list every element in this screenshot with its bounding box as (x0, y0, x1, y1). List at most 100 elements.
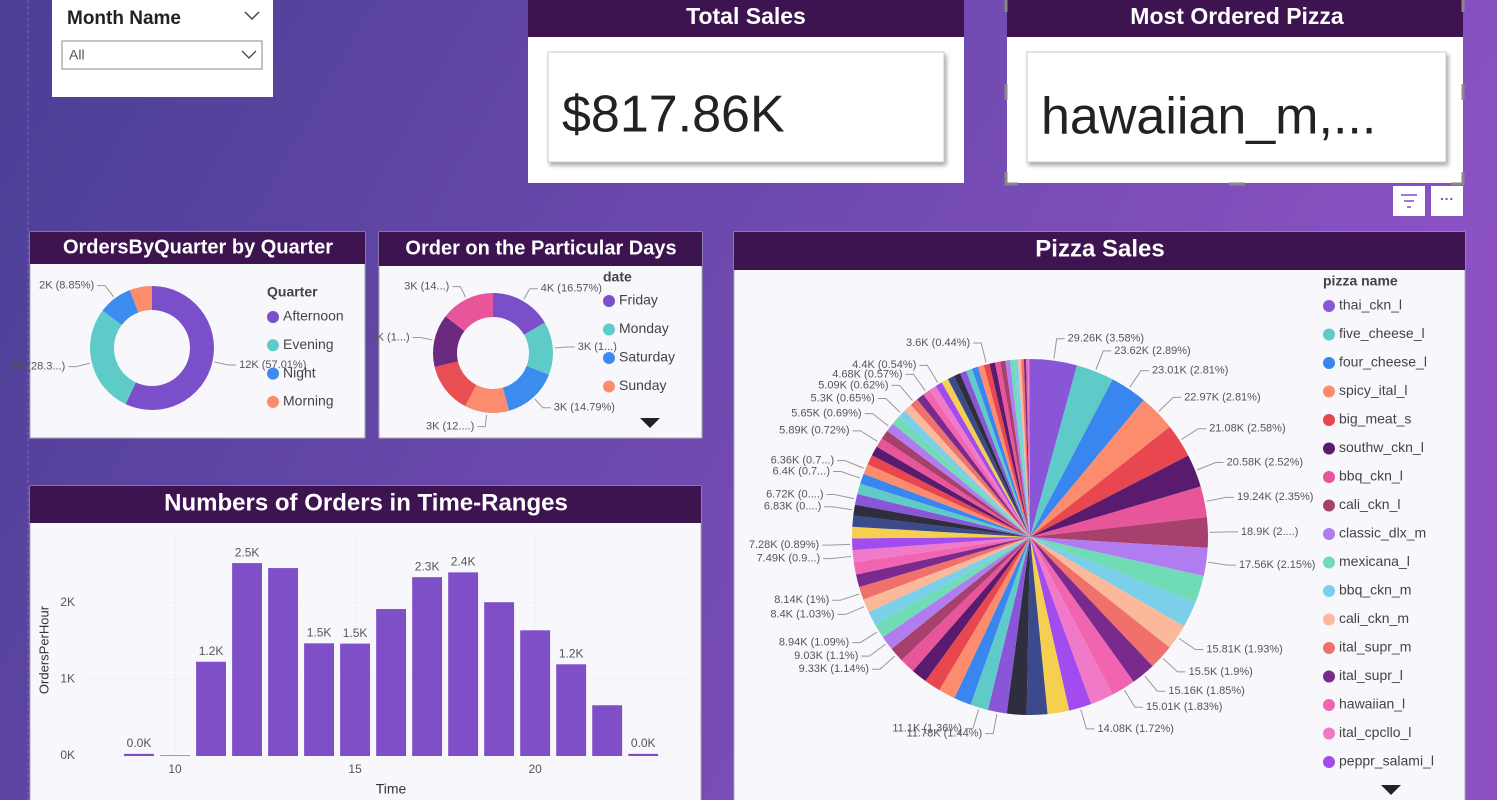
legend-swatch (267, 311, 279, 323)
data-label: 14.08K (1.72%) (1097, 723, 1173, 735)
slice (954, 537, 1030, 705)
legend-swatch (1323, 385, 1335, 398)
card-value: hawaiian_m,... (1041, 88, 1376, 146)
legend-label: Monday (619, 320, 669, 336)
slice (875, 537, 1030, 638)
data-label: 22.97K (2.81%) (1184, 391, 1260, 403)
slice (1030, 537, 1170, 667)
slice (983, 363, 1030, 537)
leader-line (477, 414, 488, 428)
slice (966, 368, 1030, 537)
legend-swatch (1323, 585, 1335, 597)
leader-line (822, 543, 851, 546)
legend-swatch (603, 323, 615, 336)
slice (1027, 359, 1030, 537)
data-label: 2.5K (235, 545, 260, 559)
slice (434, 361, 477, 407)
legend-title: Quarter (267, 284, 318, 300)
legend-title: date (603, 269, 632, 285)
slice (970, 537, 1030, 710)
slice (1030, 537, 1092, 711)
slice (876, 438, 1030, 537)
data-label: 12K (57.01%) (239, 359, 306, 371)
bar (628, 753, 659, 756)
data-label: 4.4K (0.54%) (852, 359, 916, 371)
legend-scroll[interactable] (640, 418, 660, 428)
slice (1030, 379, 1144, 537)
slice (854, 493, 1030, 537)
legend-label: four_cheese_l (1339, 354, 1427, 370)
data-label: 5.09K (0.62%) (818, 379, 888, 391)
leader-line (1158, 396, 1182, 412)
legend-label: Friday (619, 292, 658, 308)
data-label: 9.03K (1.1%) (794, 650, 858, 662)
data-label: 9.33K (1.14%) (799, 663, 869, 675)
legend-swatch (1323, 727, 1335, 740)
slice (860, 473, 1030, 537)
leader-line (1124, 689, 1143, 708)
slice (912, 537, 1030, 682)
leader-line (919, 364, 939, 383)
slice (853, 504, 1030, 537)
data-label: 8.4K (1.03%) (770, 608, 834, 620)
leader-line (871, 655, 896, 670)
bar (448, 572, 479, 756)
slice (904, 404, 1030, 537)
slice (863, 464, 1030, 537)
bar (232, 563, 262, 756)
slice (856, 537, 1030, 588)
leader-line (1095, 350, 1112, 370)
leader-line (97, 285, 114, 298)
data-label: 7.28K (0.89%) (749, 539, 819, 551)
slice (891, 537, 1030, 661)
leader-line (1080, 709, 1095, 730)
slice (989, 362, 1030, 537)
more-button[interactable] (1431, 186, 1463, 216)
data-label: 18.9K (2....) (1241, 526, 1298, 538)
chart-title: OrdersByQuarter by Quarter (63, 236, 333, 258)
leader-line (1129, 370, 1149, 388)
leader-line (833, 471, 861, 479)
leader-line (1144, 675, 1166, 692)
leader-line (1209, 531, 1238, 533)
legend-label: five_cheese_l (1339, 325, 1425, 341)
panel-header (30, 232, 365, 264)
slice (935, 382, 1030, 537)
leader-line (1206, 496, 1235, 502)
card-header (1007, 0, 1463, 37)
leader-line (1208, 561, 1237, 566)
legend-swatch (1323, 300, 1335, 312)
data-label: 3K (14...) (404, 280, 449, 292)
legend-label: big_meat_s (1339, 411, 1411, 427)
slice (898, 410, 1030, 537)
data-label: 7.49K (0.9...) (757, 553, 821, 565)
slice (925, 537, 1030, 691)
slicer-chevron[interactable] (244, 11, 260, 21)
legend-label: classic_dlx_m (1339, 525, 1426, 541)
leader-line (1196, 462, 1224, 471)
leader-line (523, 288, 538, 300)
legend-label: Evening (283, 336, 334, 352)
legend-scroll[interactable] (1381, 785, 1401, 795)
leader-line (877, 397, 901, 413)
leader-line (823, 555, 852, 560)
slice (887, 423, 1030, 537)
legend-swatch (1323, 670, 1335, 683)
data-label: 5.3K (0.65%) (811, 392, 875, 404)
legend-label: Afternoon (283, 308, 344, 324)
legend-swatch (1323, 556, 1335, 569)
legend-label: ital_cpcllo_l (1339, 724, 1411, 740)
slice (972, 366, 1030, 537)
leader-line (837, 606, 865, 615)
legend-swatch (1323, 642, 1335, 654)
data-label: 15.5K (1.9%) (1189, 666, 1253, 678)
slice (882, 537, 1030, 649)
leader-line (852, 430, 878, 442)
slice (1006, 537, 1030, 715)
leader-line (1162, 658, 1186, 673)
slice (1005, 360, 1030, 537)
slicer-dropdown[interactable] (61, 40, 263, 70)
leader-line (554, 346, 575, 349)
legend-swatch (1323, 414, 1335, 426)
legend-swatch (1323, 442, 1335, 455)
